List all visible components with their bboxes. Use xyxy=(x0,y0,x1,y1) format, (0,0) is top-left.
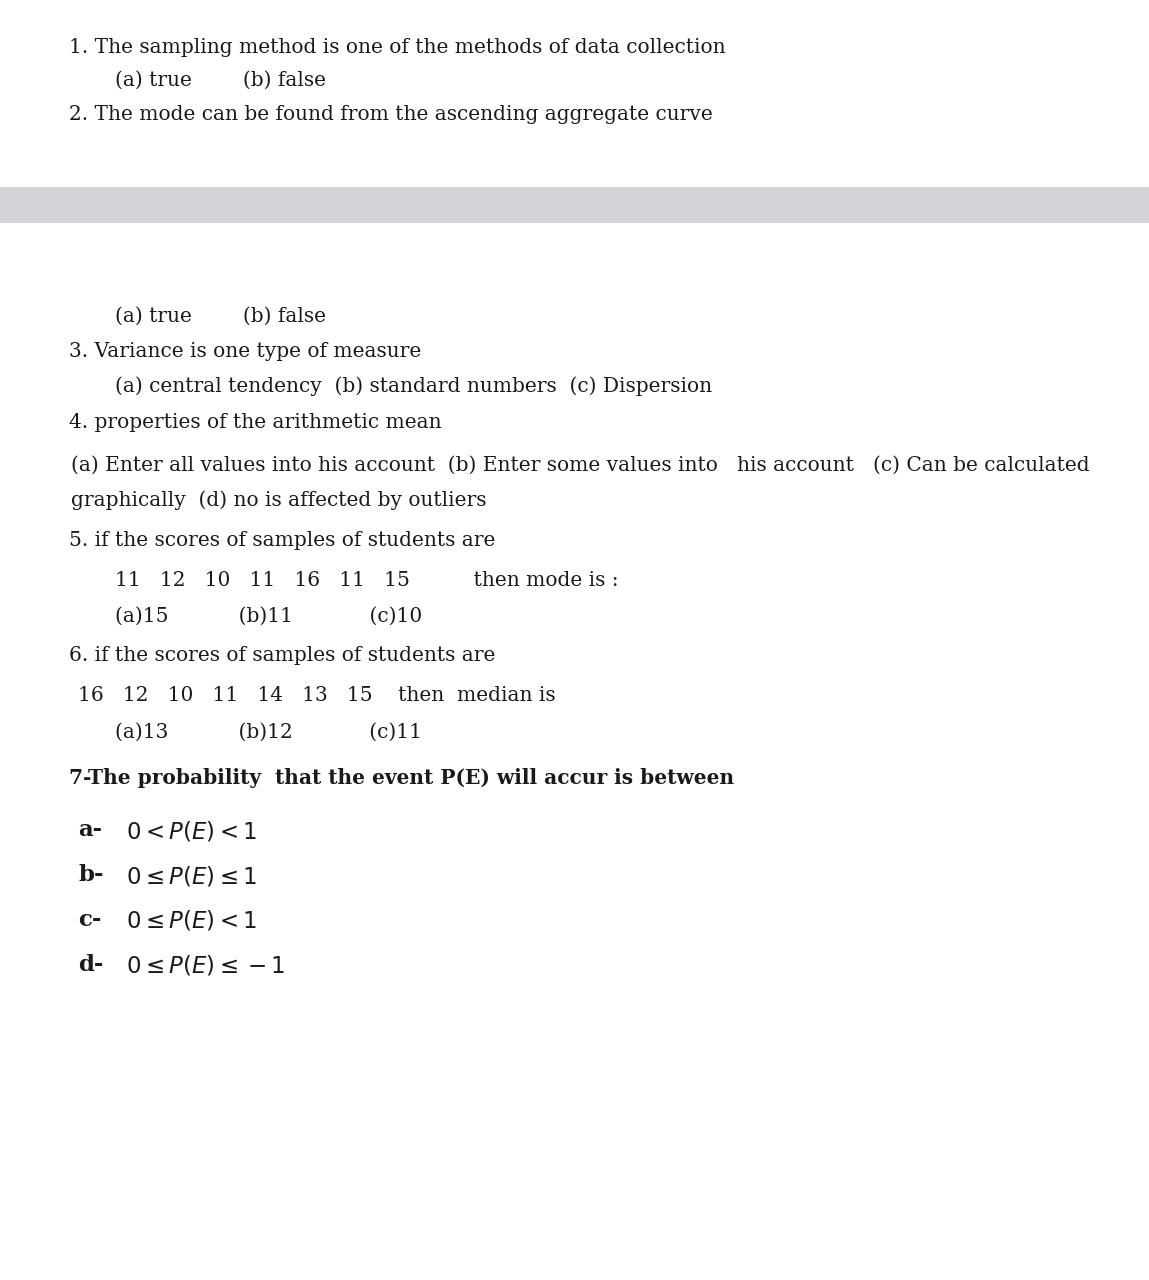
Text: (a) central tendency  (b) standard numbers  (c) Dispersion: (a) central tendency (b) standard number… xyxy=(115,376,712,396)
Text: (a) true        (b) false: (a) true (b) false xyxy=(115,307,326,326)
Text: (a) true        (b) false: (a) true (b) false xyxy=(115,70,326,90)
Text: graphically  (d) no is affected by outliers: graphically (d) no is affected by outlie… xyxy=(71,490,487,509)
Text: 1. The sampling method is one of the methods of data collection: 1. The sampling method is one of the met… xyxy=(69,38,725,58)
Text: a-: a- xyxy=(78,819,102,841)
Text: (a)13           (b)12            (c)11: (a)13 (b)12 (c)11 xyxy=(115,723,422,742)
Text: $0\leq P(E)\leq -1$: $0\leq P(E)\leq -1$ xyxy=(126,954,286,978)
Bar xyxy=(0,187,1149,223)
Text: 5. if the scores of samples of students are: 5. if the scores of samples of students … xyxy=(69,531,495,550)
Text: 4. properties of the arithmetic mean: 4. properties of the arithmetic mean xyxy=(69,413,441,433)
Text: $0<P(E)<1$: $0<P(E)<1$ xyxy=(126,819,257,844)
Text: $0\leq P(E)<1$: $0\leq P(E)<1$ xyxy=(126,909,257,933)
Text: b-: b- xyxy=(78,864,103,886)
Text: (a) Enter all values into his account  (b) Enter some values into   his account : (a) Enter all values into his account (b… xyxy=(71,456,1090,475)
Text: 16   12   10   11   14   13   15    then  median is: 16 12 10 11 14 13 15 then median is xyxy=(78,686,556,705)
Text: d-: d- xyxy=(78,954,103,975)
Text: 7-The probability  that the event P(E) will accur is between: 7-The probability that the event P(E) wi… xyxy=(69,768,734,788)
Text: c-: c- xyxy=(78,909,101,931)
Text: 11   12   10   11   16   11   15          then mode is :: 11 12 10 11 16 11 15 then mode is : xyxy=(115,571,618,590)
Text: $0\leq P(E)\leq 1$: $0\leq P(E)\leq 1$ xyxy=(126,864,257,888)
Text: 2. The mode can be found from the ascending aggregate curve: 2. The mode can be found from the ascend… xyxy=(69,105,712,124)
Text: 6. if the scores of samples of students are: 6. if the scores of samples of students … xyxy=(69,646,495,666)
Text: 3. Variance is one type of measure: 3. Variance is one type of measure xyxy=(69,342,422,361)
Text: (a)15           (b)11            (c)10: (a)15 (b)11 (c)10 xyxy=(115,607,422,626)
